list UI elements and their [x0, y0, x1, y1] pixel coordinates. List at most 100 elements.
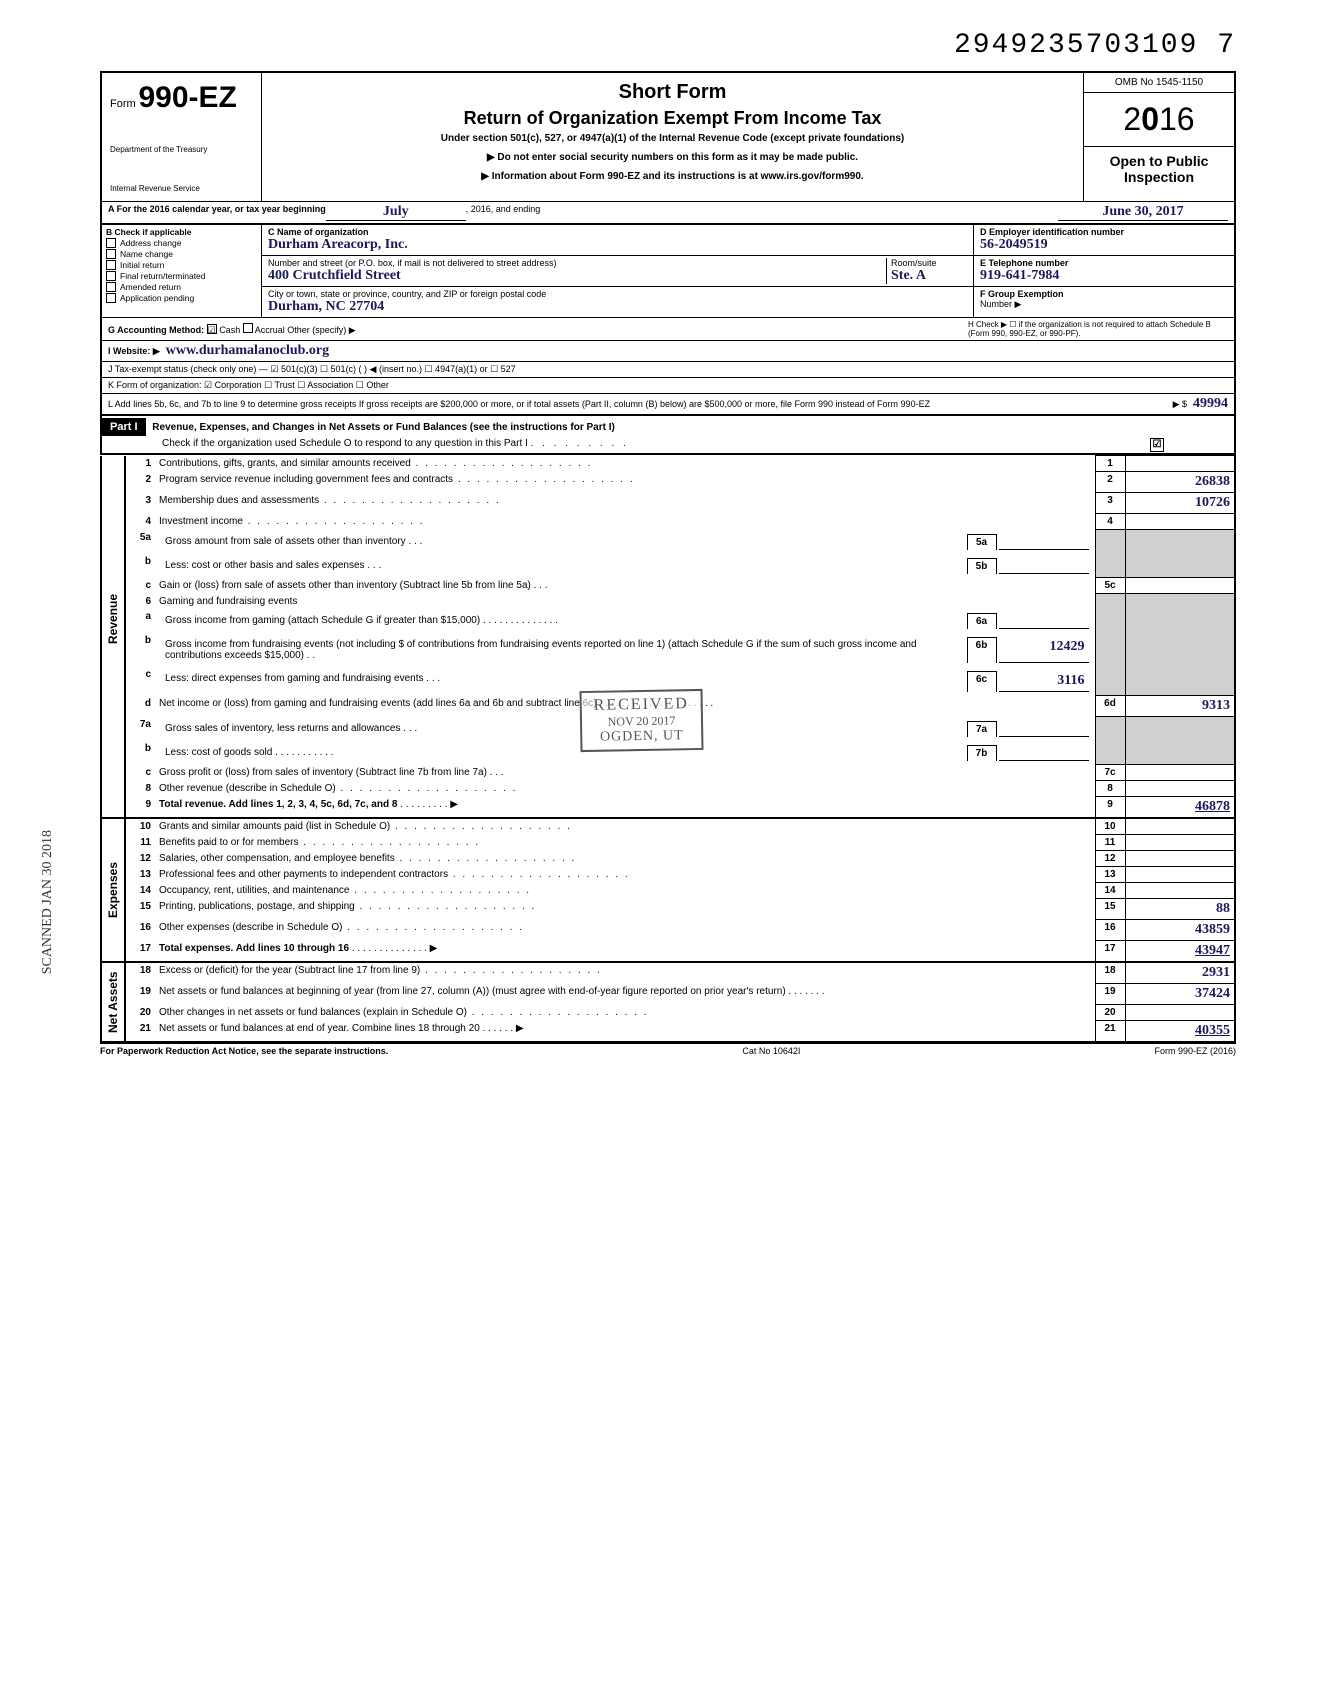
ln19-box: 19 [1095, 984, 1125, 1005]
footer-left: For Paperwork Reduction Act Notice, see … [100, 1046, 388, 1056]
room-label: Room/suite [891, 258, 967, 268]
ln13: 13 [125, 867, 155, 883]
ln5a-val [999, 534, 1089, 550]
ln5c-box: 5c [1095, 578, 1125, 594]
ln8-box: 8 [1095, 781, 1125, 797]
ln5b-val [999, 558, 1089, 574]
ln9-desc: Total revenue. Add lines 1, 2, 3, 4, 5c,… [155, 797, 1095, 819]
received-date: NOV 20 2017 [594, 713, 689, 730]
ln4: 4 [125, 514, 155, 530]
cb-address-change[interactable]: Address change [106, 238, 257, 248]
ln15: 15 [125, 899, 155, 920]
cb-amended[interactable]: Amended return [106, 282, 257, 292]
ln16-desc: Other expenses (describe in Schedule O) [155, 920, 1095, 941]
city: Durham, NC 27704 [268, 299, 967, 315]
ln14: 14 [125, 883, 155, 899]
ln19-val: 37424 [1125, 984, 1235, 1005]
ln7b-val [999, 745, 1089, 761]
section-h: H Check ▶ ☐ if the organization is not r… [968, 320, 1228, 338]
ln6d-box: 6d [1095, 696, 1125, 717]
footer-mid: Cat No 10642I [742, 1046, 800, 1056]
ln1-desc: Contributions, gifts, grants, and simila… [155, 456, 1095, 472]
ln2-desc: Program service revenue including govern… [155, 472, 1095, 493]
ln16-box: 16 [1095, 920, 1125, 941]
ln17-val: 43947 [1125, 941, 1235, 963]
cb-final-return[interactable]: Final return/terminated [106, 271, 257, 281]
ln18-box: 18 [1095, 962, 1125, 984]
ln1: 1 [125, 456, 155, 472]
check-o-text: Check if the organization used Schedule … [162, 438, 528, 449]
city-label: City or town, state or province, country… [268, 289, 967, 299]
scanned-stamp: SCANNED JAN 30 2018 [40, 830, 56, 974]
ln14-box: 14 [1095, 883, 1125, 899]
dept-irs: Internal Revenue Service [110, 184, 253, 193]
year-begin: July [326, 204, 466, 221]
ln2: 2 [125, 472, 155, 493]
ln1-box: 1 [1095, 456, 1125, 472]
ln11-val [1125, 835, 1235, 851]
ln21-box: 21 [1095, 1021, 1125, 1043]
ln6d-val: 9313 [1125, 696, 1235, 717]
section-d: D Employer identification number 56-2049… [974, 225, 1234, 256]
cb-cash[interactable]: ☑ [207, 324, 217, 334]
right-header-box: OMB No 1545-1150 20201616 Open to Public… [1084, 73, 1234, 201]
dept-treasury: Department of the Treasury [110, 145, 253, 154]
ln20: 20 [125, 1005, 155, 1021]
meta-section: G Accounting Method: ☑ Cash Accrual Othe… [100, 317, 1236, 416]
ln5a: 5a [125, 530, 155, 554]
subtitle: Under section 501(c), 527, or 4947(a)(1)… [270, 133, 1075, 144]
group-sub: Number ▶ [980, 299, 1228, 310]
cb-initial-return[interactable]: Initial return [106, 260, 257, 270]
org-info-section: B Check if applicable Address change Nam… [100, 224, 1236, 317]
ln2-val: 26838 [1125, 472, 1235, 493]
ln17-desc: Total expenses. Add lines 10 through 16 … [155, 941, 1095, 963]
ln6d: d [125, 696, 155, 717]
city-row: City or town, state or province, country… [262, 287, 973, 317]
org-name-label: C Name of organization [268, 227, 967, 237]
ln8-val [1125, 781, 1235, 797]
form-number: 990-EZ [138, 81, 236, 114]
ln18-val: 2931 [1125, 962, 1235, 984]
cb-pending[interactable]: Application pending [106, 293, 257, 303]
ln14-desc: Occupancy, rent, utilities, and maintena… [155, 883, 1095, 899]
side-revenue: Revenue [101, 456, 125, 781]
ln5c-val [1125, 578, 1235, 594]
ln6b-desc: Gross income from fundraising events (no… [155, 633, 1095, 667]
ln20-box: 20 [1095, 1005, 1125, 1021]
ln12-desc: Salaries, other compensation, and employ… [155, 851, 1095, 867]
side-net: Net Assets [101, 962, 125, 1042]
ln7b: b [125, 741, 155, 765]
ln11-desc: Benefits paid to or for members [155, 835, 1095, 851]
section-b-label: B Check if applicable [106, 227, 257, 237]
ein-label: D Employer identification number [980, 227, 1228, 237]
ln5c: c [125, 578, 155, 594]
room: Ste. A [891, 268, 967, 284]
section-a-row: A For the 2016 calendar year, or tax yea… [100, 201, 1236, 224]
ln9: 9 [125, 797, 155, 819]
ln13-val [1125, 867, 1235, 883]
ln8: 8 [125, 781, 155, 797]
cb-accrual[interactable] [243, 323, 253, 333]
street: 400 Crutchfield Street [268, 268, 886, 284]
ln3-desc: Membership dues and assessments [155, 493, 1095, 514]
ln20-desc: Other changes in net assets or fund bala… [155, 1005, 1095, 1021]
l-value: 49994 [1193, 396, 1228, 412]
ln5b-desc: Less: cost or other basis and sales expe… [155, 554, 1095, 578]
document-number: 2949235703109 7 [100, 30, 1236, 61]
org-name: Durham Areacorp, Inc. [268, 237, 967, 253]
ln1-val [1125, 456, 1235, 472]
ln5a-desc: Gross amount from sale of assets other t… [155, 530, 1095, 554]
cb-name-change[interactable]: Name change [106, 249, 257, 259]
ln15-box: 15 [1095, 899, 1125, 920]
street-row: Number and street (or P.O. box, if mail … [262, 256, 973, 287]
ln3: 3 [125, 493, 155, 514]
section-c: C Name of organization Durham Areacorp, … [262, 225, 974, 317]
ln4-desc: Investment income [155, 514, 1095, 530]
ln10-box: 10 [1095, 818, 1125, 835]
ln17: 17 [125, 941, 155, 963]
org-name-row: C Name of organization Durham Areacorp, … [262, 225, 973, 256]
ln12-box: 12 [1095, 851, 1125, 867]
check-o-box[interactable]: ☑ [1150, 438, 1164, 452]
check-o-row: Check if the organization used Schedule … [102, 436, 1234, 451]
ln3-box: 3 [1095, 493, 1125, 514]
